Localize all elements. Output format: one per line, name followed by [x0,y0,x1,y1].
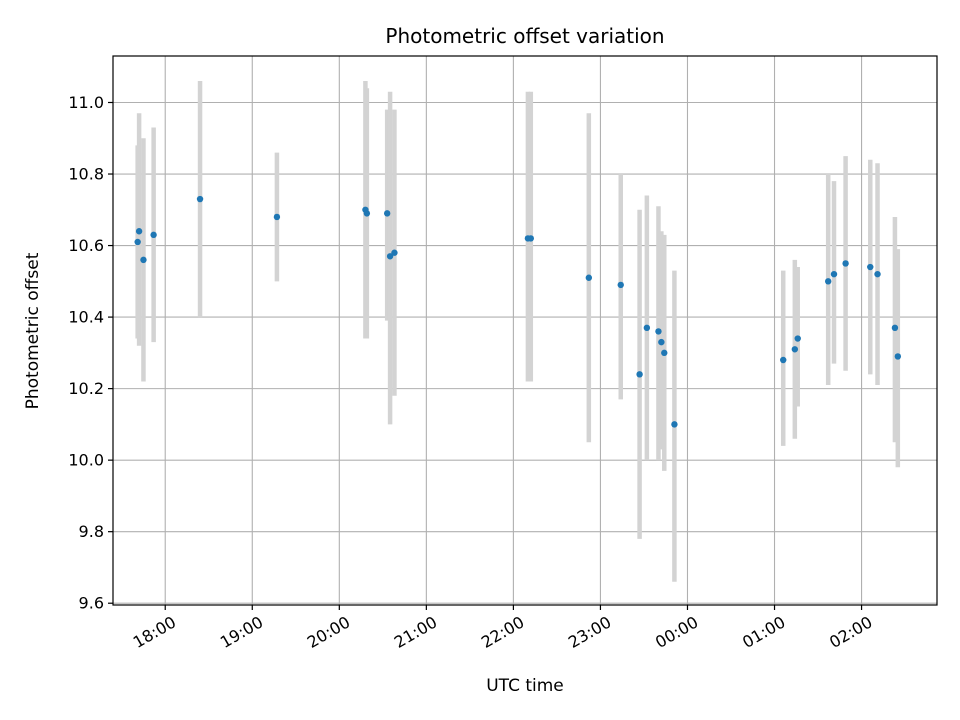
data-point [794,335,801,342]
y-tick-label: 9.8 [79,522,104,541]
data-point [273,213,281,221]
data-point [386,253,394,260]
y-axis: 9.6 9.8 10.0 10.2 10.4 10.6 10.8 11.0 [68,93,113,613]
data-point [830,270,838,278]
data-point [391,249,398,256]
data-point [874,270,881,278]
y-tick-label: 10.2 [68,379,104,398]
data-point [780,356,787,364]
y-tick-label: 11.0 [68,93,104,112]
data-point [617,281,624,289]
data-point [824,278,832,285]
data-point [655,328,662,335]
y-tick-label: 9.6 [79,594,104,613]
data-point [636,371,643,378]
data-point [894,353,902,360]
data-point [842,260,849,267]
plot-frame [112,55,938,606]
chart-title: Photometric offset variation [385,24,664,48]
x-axis-label: UTC time [486,676,564,696]
data-point [383,210,391,217]
data-point [891,324,899,332]
data-point [643,324,651,332]
y-tick-label: 10.0 [68,451,104,470]
data-point [363,210,371,217]
data-point [658,338,665,346]
data-point [150,231,157,239]
y-axis-label: Photometric offset [23,252,43,409]
data-point [527,235,535,242]
data-point [585,274,593,281]
data-point [134,238,141,246]
data-point [671,421,678,428]
y-tick-label: 10.8 [68,165,104,184]
data-point [867,263,874,271]
y-tick-label: 10.4 [68,308,104,327]
data-point [140,256,147,264]
data-points [134,195,902,428]
y-tick-label: 10.6 [68,236,104,255]
grid [113,56,937,605]
data-point [661,349,668,357]
data-point [196,195,204,203]
data-point [135,228,143,235]
data-point [791,346,799,353]
